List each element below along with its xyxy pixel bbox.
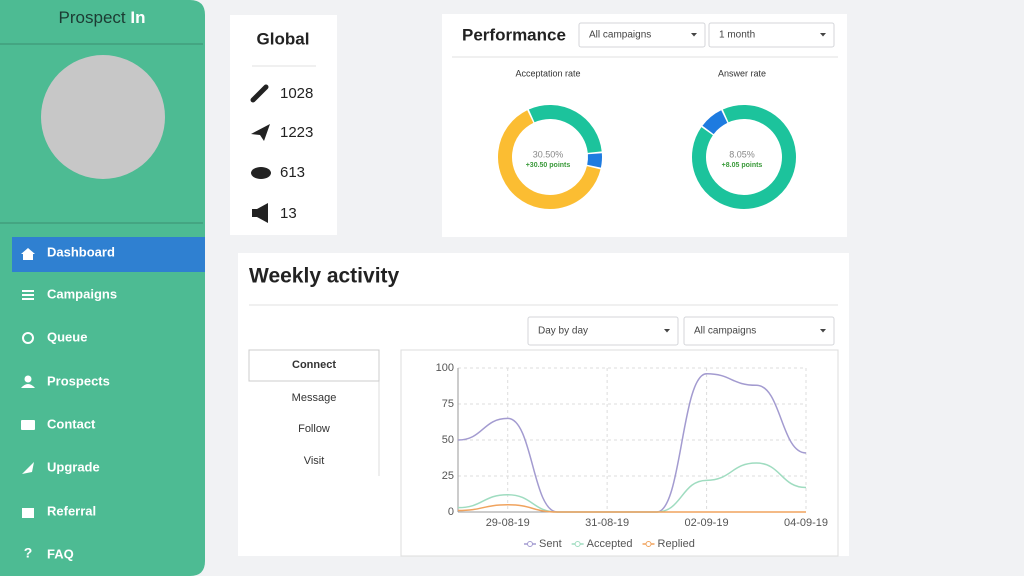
stat-value: 1028 [280, 85, 313, 102]
menu-item[interactable]: Upgrade [47, 459, 100, 474]
donut-segment [587, 153, 602, 168]
donut-center-sublabel: +30.50 points [526, 162, 571, 169]
donut-center-label: 8.05% [729, 149, 755, 159]
donut-title: Acceptation rate [515, 68, 580, 78]
active-tab [248, 349, 380, 382]
series-line [457, 504, 806, 513]
chart-frame [400, 349, 839, 557]
tabs: Connect Message Follow Visit [248, 349, 380, 467]
legend-label[interactable]: Accepted [587, 538, 633, 550]
icon-list [22, 290, 34, 292]
card-title: Global [257, 29, 310, 48]
donut-segment [702, 110, 728, 135]
tab[interactable]: Follow [298, 423, 330, 435]
select-label: 1 month [719, 30, 755, 41]
menu-icons: ? [21, 248, 35, 561]
legend-label[interactable]: Sent [539, 538, 562, 550]
icon-gift [22, 508, 34, 518]
stat-value: 1223 [280, 124, 313, 141]
icon-home [21, 248, 35, 260]
menu-item[interactable]: Referral [47, 503, 96, 518]
donut-segment [692, 105, 796, 209]
menu-item[interactable]: Queue [47, 329, 87, 344]
y-tick-label: 100 [436, 362, 454, 374]
donut-title: Answer rate [718, 68, 766, 78]
line-chart: 0 25 50 75 100 29-08-19 31-08-19 02-09-19 04-09-… [436, 362, 828, 550]
menu-item[interactable]: Campaigns [47, 286, 117, 301]
legend-swatch [645, 541, 652, 547]
select-label: All campaigns [589, 30, 651, 41]
card-title: Performance [462, 25, 566, 44]
select-arrow [664, 329, 670, 333]
global-card [230, 15, 337, 235]
icon-list [22, 294, 34, 296]
y-tick-label: 0 [448, 506, 454, 518]
card-title: Weekly activity [249, 265, 400, 288]
icon-megaphone [252, 203, 268, 223]
select-label: All campaigns [694, 326, 756, 337]
x-tick-label: 02-09-19 [685, 517, 729, 529]
y-tick-label: 25 [442, 470, 454, 482]
icon-question: ? [24, 545, 33, 561]
icon-mail [21, 420, 35, 430]
select-label: Day by day [538, 326, 588, 337]
y-tick-label: 50 [442, 434, 454, 446]
icon-link [250, 84, 269, 103]
select[interactable] [527, 316, 679, 346]
x-tick-label: 04-09-19 [784, 517, 828, 529]
select[interactable] [578, 22, 706, 48]
legend-swatch [527, 541, 533, 547]
tab[interactable]: Connect [292, 359, 336, 371]
donut-segment [528, 105, 602, 154]
legend-label[interactable]: Replied [658, 538, 695, 550]
active-menu-item [12, 237, 205, 272]
donut-charts: Acceptation rate 30.50% +30.50 points Answe… [498, 68, 796, 209]
icon-user [21, 384, 35, 388]
icon-send [251, 124, 270, 141]
brand-accent: In [130, 8, 145, 27]
menu: Dashboard Campaigns Queue Prospects Contact U… [47, 244, 117, 561]
icon-eye [251, 167, 271, 179]
legend-swatch [574, 541, 581, 547]
menu-item[interactable]: FAQ [47, 546, 74, 561]
tab[interactable]: Message [292, 392, 337, 404]
stat-value: 13 [280, 205, 297, 222]
icon-rocket [22, 462, 34, 474]
donut-center-sublabel: +8.05 points [722, 162, 763, 169]
x-tick-label: 31-08-19 [585, 517, 629, 529]
select[interactable] [683, 316, 835, 346]
select-arrow [691, 33, 697, 37]
icon-list [22, 298, 34, 300]
select-arrow [820, 33, 826, 37]
menu-item[interactable]: Prospects [47, 373, 110, 388]
avatar[interactable] [41, 55, 165, 179]
x-tick-label: 29-08-19 [486, 517, 530, 529]
menu-item[interactable]: Contact [47, 416, 96, 431]
stats: 1028 1223 613 13 [280, 85, 313, 222]
menu-item[interactable]: Dashboard [47, 244, 115, 259]
select[interactable] [708, 22, 835, 48]
y-tick-label: 75 [442, 398, 454, 410]
icon-refresh [22, 332, 34, 344]
donut-center-label: 30.50% [533, 149, 564, 159]
filters: All campaigns 1 month [578, 22, 835, 48]
stat-icons [250, 84, 271, 223]
donut-segment [498, 110, 601, 209]
icon-user [24, 375, 32, 383]
filters: Day by day All campaigns [527, 316, 835, 346]
stat-value: 613 [280, 164, 305, 181]
brand: Prospect In [59, 8, 146, 27]
tab[interactable]: Visit [304, 455, 325, 467]
brand-name: Prospect [59, 8, 126, 27]
select-arrow [820, 329, 826, 333]
